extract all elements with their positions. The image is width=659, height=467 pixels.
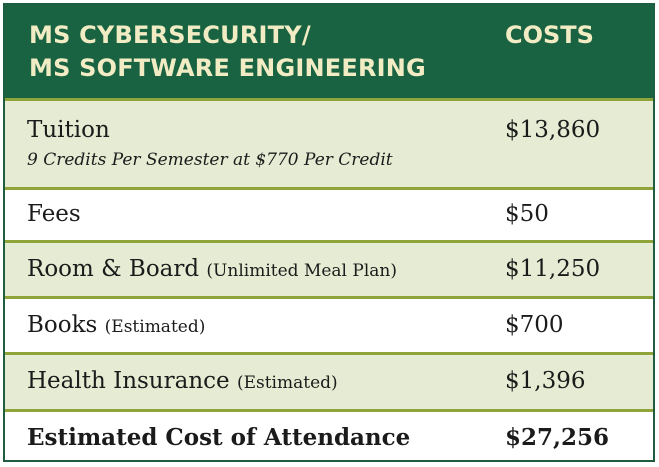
row-cost: $11,250: [505, 256, 601, 282]
table-row-total: Estimated Cost of Attendance $27,256: [5, 412, 653, 460]
row-note: (Estimated): [104, 317, 206, 337]
program-title-line-2: MS SOFTWARE ENGINEERING: [29, 54, 426, 82]
table-row-fees: Fees $50: [5, 190, 653, 243]
table-row-room-board: Room & Board (Unlimited Meal Plan) $11,2…: [5, 243, 653, 299]
table-row-tuition: Tuition 9 Credits Per Semester at $770 P…: [5, 101, 653, 190]
costs-column-header: COSTS: [505, 21, 594, 49]
row-detail: 9 Credits Per Semester at $770 Per Credi…: [27, 150, 393, 170]
total-cost: $27,256: [505, 424, 610, 451]
row-note: (Unlimited Meal Plan): [206, 261, 397, 281]
row-note: (Estimated): [236, 373, 338, 393]
row-label: Room & Board (Unlimited Meal Plan): [27, 256, 397, 282]
table-row-health-insurance: Health Insurance (Estimated) $1,396: [5, 355, 653, 412]
row-label: Health Insurance (Estimated): [27, 368, 338, 394]
row-label-text: Books: [27, 312, 98, 338]
total-label: Estimated Cost of Attendance: [27, 424, 411, 451]
row-label: Books (Estimated): [27, 312, 205, 338]
table-row-books: Books (Estimated) $700: [5, 299, 653, 355]
row-label: Fees: [27, 201, 81, 227]
row-cost: $50: [505, 201, 549, 227]
row-cost: $1,396: [505, 368, 586, 394]
row-label-text: Room & Board: [27, 256, 200, 282]
row-label-text: Health Insurance: [27, 368, 230, 394]
row-label: Tuition: [27, 117, 110, 143]
row-cost: $13,860: [505, 117, 601, 143]
program-title-line-1: MS CYBERSECURITY/: [29, 21, 311, 49]
table-header: MS CYBERSECURITY/ MS SOFTWARE ENGINEERIN…: [5, 5, 653, 101]
row-cost: $700: [505, 312, 564, 338]
program-title: MS CYBERSECURITY/ MS SOFTWARE ENGINEERIN…: [29, 19, 469, 85]
cost-table: MS CYBERSECURITY/ MS SOFTWARE ENGINEERIN…: [3, 3, 655, 462]
